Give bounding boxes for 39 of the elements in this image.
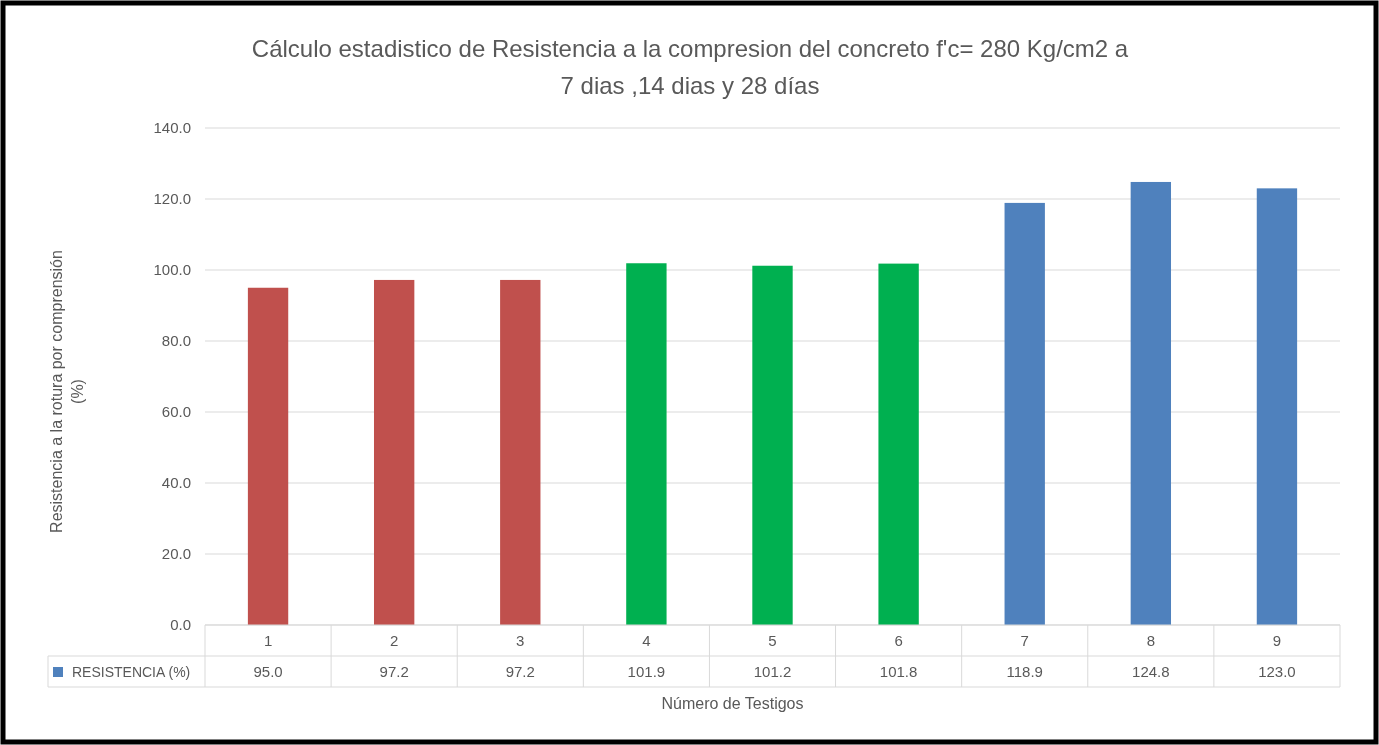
x-tick-label: 1 [263, 632, 273, 649]
y-tick-label: 0.0 [170, 616, 191, 633]
x-axis-title: Número de Testigos [661, 695, 804, 712]
y-tick-label: 140.0 [153, 119, 191, 136]
x-tick-label: 4 [642, 632, 651, 649]
bar [500, 279, 541, 625]
y-tick-label: 120.0 [153, 190, 191, 207]
x-tick-label: 7 [1020, 632, 1029, 649]
data-label: 95.0 [253, 663, 283, 680]
x-tick-label: 8 [1146, 632, 1156, 649]
data-label: 101.9 [627, 663, 666, 680]
y-tick-label: 40.0 [161, 474, 191, 491]
x-tick-label: 5 [768, 632, 777, 649]
bar [752, 265, 793, 625]
bar [1256, 188, 1298, 625]
chart-title: Cálculo estadistico de Resistencia a la compresion del concreto f'c= 280 Kg/cm2 a 7 dias ,14 dias y 28 días [251, 35, 1129, 99]
bar [626, 263, 667, 625]
legend-label: RESISTENCIA (%) [72, 664, 191, 680]
bar [1004, 202, 1045, 625]
bar [1130, 181, 1172, 625]
data-label: 124.8 [1132, 663, 1170, 680]
y-tick-label: 20.0 [161, 545, 191, 562]
data-label: 101.2 [753, 663, 792, 680]
data-label: 97.2 [379, 663, 409, 680]
y-tick-label: 80.0 [161, 332, 191, 349]
y-axis-title: Resistencia a la rotura por comprensión (%) [48, 250, 86, 533]
bar [373, 279, 415, 625]
data-label: 97.2 [505, 663, 535, 680]
bar [878, 263, 919, 625]
data-label: 101.8 [879, 663, 918, 680]
x-tick-label: 6 [894, 632, 903, 649]
y-tick-label: 60.0 [161, 403, 191, 420]
data-label: 118.9 [1006, 663, 1043, 680]
x-tick-label: 2 [389, 632, 399, 649]
data-label: 123.0 [1258, 663, 1296, 680]
bar [247, 287, 289, 625]
y-tick-label: 100.0 [153, 261, 191, 278]
x-tick-label: 9 [1272, 632, 1282, 649]
x-tick-label: 3 [516, 632, 525, 649]
